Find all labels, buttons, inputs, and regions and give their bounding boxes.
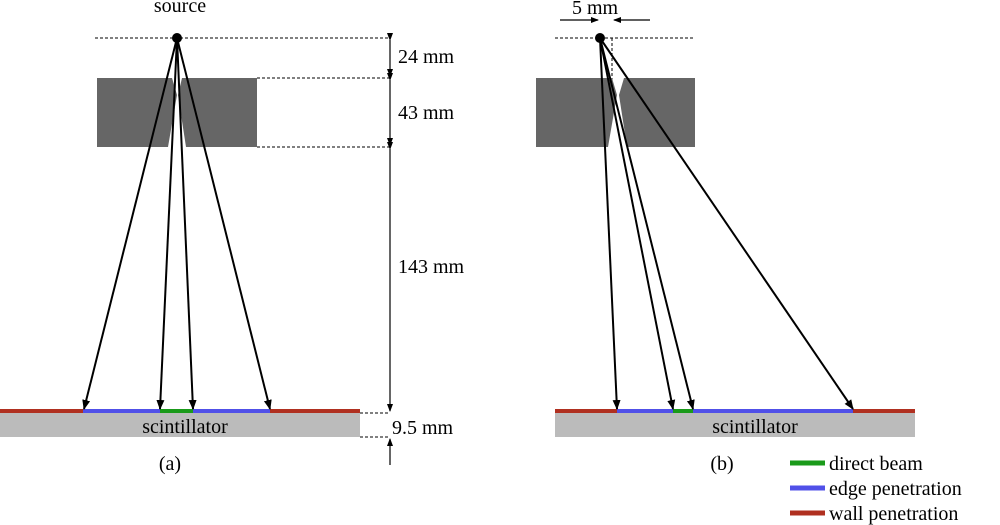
dimension-label: 9.5 mm (392, 417, 454, 439)
collimator (97, 78, 177, 147)
panel-b: 5 mm scintillator (b) (536, 0, 915, 475)
caption: (b) (710, 453, 733, 475)
collimator (178, 78, 257, 147)
source (595, 33, 605, 43)
source (172, 33, 182, 43)
legend-label: wall penetration (829, 503, 958, 525)
collimator (619, 78, 695, 147)
caption: (a) (159, 453, 181, 475)
panel-a: source 24 mm 43 mm 143 mm 9.5 mm scintil… (0, 0, 465, 475)
scintillator-label: scintillator (142, 416, 228, 438)
dimension-label: 24 mm (398, 46, 455, 68)
source-label: source (154, 0, 206, 17)
offset-label: 5 mm (572, 0, 619, 19)
dimension-label: 143 mm (398, 256, 465, 278)
dimension-label: 43 mm (398, 102, 455, 124)
collimator (536, 78, 617, 147)
scintillator (0, 413, 360, 437)
scintillator (555, 413, 915, 437)
scintillator-label: scintillator (712, 416, 798, 438)
legend-label: edge penetration (829, 478, 962, 500)
legend-label: direct beam (829, 453, 923, 475)
legend: direct beam edge penetration wall penetrat… (790, 453, 962, 525)
